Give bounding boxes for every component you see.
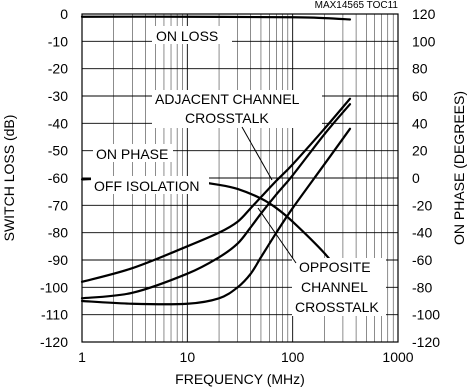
on-loss-label: ON LOSS (156, 28, 218, 44)
x-tick-label-0: 1 (78, 349, 86, 365)
y2-axis-title: ON PHASE (DEGREES) (451, 91, 467, 245)
opposite-label-bg (292, 258, 386, 316)
off-isolation-label-bg (91, 176, 209, 194)
plot-frame (81, 13, 399, 343)
y2-tick-label-12: -120 (412, 334, 440, 350)
y2-tick-label-7: -20 (412, 197, 432, 213)
chart-id-label: MAX14565 TOC11 (315, 0, 399, 11)
x-tick-label-2: 100 (281, 349, 305, 365)
y-tick-label-5: -50 (48, 143, 68, 159)
y2-tick-label-3: 60 (412, 88, 428, 104)
y-tick-label-3: -30 (48, 88, 68, 104)
y2-tick-label-8: -40 (412, 225, 432, 241)
y-tick-label-1: -10 (48, 33, 68, 49)
y2-tick-label-1: 100 (412, 33, 436, 49)
y-tick-label-4: -40 (48, 115, 68, 131)
annotations: ON LOSS ADJACENT CHANNEL CROSSTALK ON PHASE… (91, 26, 386, 316)
series-line-0 (80, 15, 352, 21)
y-tick-label-0: 0 (60, 6, 68, 22)
adjacent-label-line2: CROSSTALK (185, 110, 269, 126)
y2-tick-label-0: 120 (412, 6, 436, 22)
tick-labels: 0 -10 -20 -30 -40 -50 -60 -70 -80 -90 -100 -110 -120… (40, 6, 440, 365)
x-tick-label-1: 10 (180, 349, 196, 365)
on-phase-label-bg (93, 144, 173, 162)
opposite-label-line3: CROSSTALK (295, 299, 379, 315)
series-line-1 (80, 127, 352, 306)
y-tick-label-11: -110 (41, 307, 68, 323)
y-tick-label-8: -80 (48, 225, 68, 241)
y-tick-label-6: -60 (48, 170, 68, 186)
on-loss-label-bg (152, 26, 232, 44)
y-tick-label-10: -100 (40, 279, 68, 295)
adjacent-leader (241, 126, 273, 181)
off-isolation-label: OFF ISOLATION (94, 178, 200, 194)
y-tick-label-7: -70 (48, 197, 68, 213)
y2-tick-label-5: 20 (412, 143, 428, 159)
x-tick-label-3: 1000 (382, 349, 413, 365)
y-tick-label-2: -20 (48, 61, 68, 77)
opposite-label-line2: CHANNEL (301, 279, 368, 295)
y-axis-title: SWITCH LOSS (dB) (1, 115, 17, 242)
opposite-leader (257, 207, 297, 264)
y-tick-label-9: -90 (48, 252, 68, 268)
y2-tick-label-11: -100 (412, 307, 440, 323)
y2-tick-label-9: -60 (412, 252, 432, 268)
y2-tick-label-10: -80 (412, 279, 432, 295)
adjacent-label-bg (152, 90, 322, 128)
y-tick-label-12: -120 (40, 334, 68, 350)
y2-tick-label-6: 0 (412, 170, 420, 186)
on-phase-label: ON PHASE (96, 146, 168, 162)
series-line-4 (80, 103, 352, 300)
series-line-3 (80, 97, 352, 283)
y2-tick-label-2: 80 (412, 61, 428, 77)
x-axis-title: FREQUENCY (MHz) (175, 371, 305, 387)
opposite-label-line1: OPPOSITE (299, 259, 371, 275)
y2-tick-label-4: 40 (412, 115, 428, 131)
adjacent-label-line1: ADJACENT CHANNEL (155, 91, 300, 107)
